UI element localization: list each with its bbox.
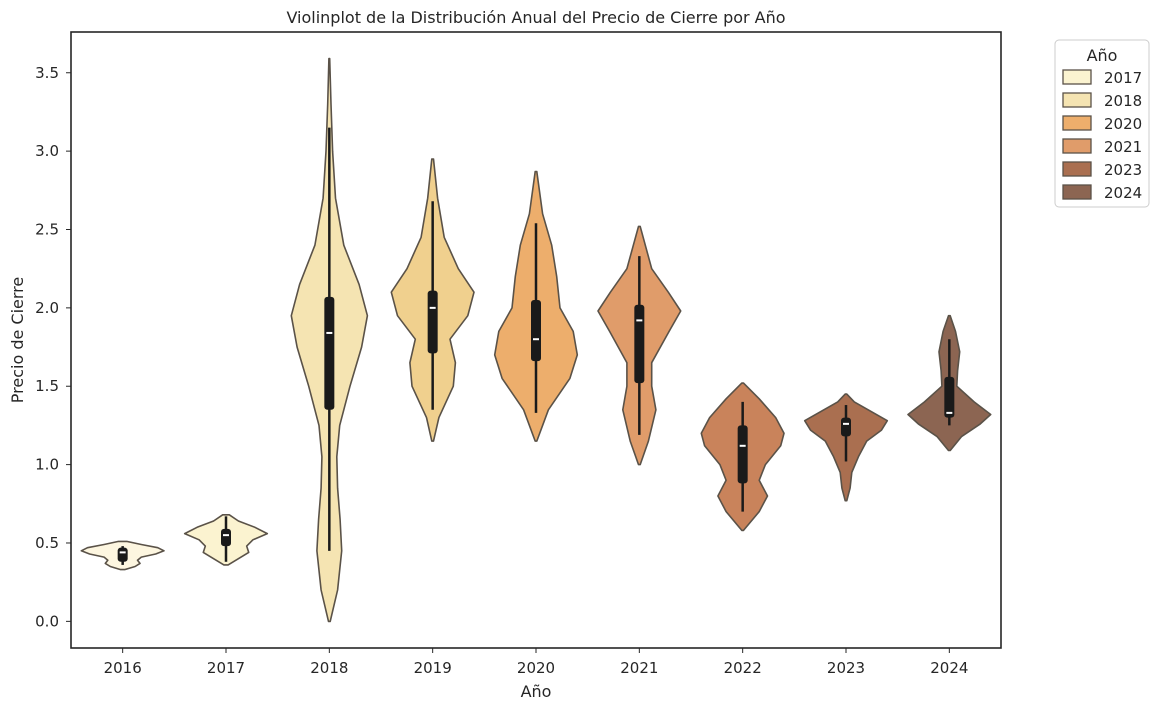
y-tick-label: 1.0 [35, 456, 59, 474]
x-tick-label: 2016 [104, 659, 142, 677]
legend-swatch [1062, 92, 1092, 108]
y-tick-label: 3.0 [35, 142, 59, 160]
violin-2019 [390, 158, 475, 442]
y-tick-label: 2.0 [35, 299, 59, 317]
violin-2016 [80, 540, 165, 571]
legend-swatch [1062, 69, 1092, 85]
violin-2017 [183, 514, 269, 566]
x-tick-label: 2023 [827, 659, 865, 677]
violin-iqr-box [324, 296, 335, 410]
legend-label: 2018 [1104, 92, 1142, 110]
legend-label: 2021 [1104, 138, 1142, 156]
x-tick-label: 2019 [414, 659, 452, 677]
x-tick-label: 2018 [310, 659, 348, 677]
y-axis-label: Precio de Cierre [8, 277, 27, 403]
violin-iqr-box [221, 528, 231, 547]
x-axis-label: Año [521, 682, 552, 701]
legend-swatch [1062, 138, 1092, 154]
y-tick-label: 0.0 [35, 612, 59, 630]
y-axis-ticks: 0.0 0.5 1.0 1.5 2.0 2.5 3.0 3.5 [35, 64, 71, 630]
legend-title: Año [1087, 46, 1118, 65]
legend: Año 2017 2018 2020 2021 2023 2024 [1054, 39, 1150, 208]
x-tick-label: 2021 [620, 659, 658, 677]
legend-label: 2023 [1104, 161, 1142, 179]
x-tick-label: 2017 [207, 659, 245, 677]
violin-2021 [597, 225, 682, 466]
legend-label: 2024 [1104, 184, 1142, 202]
y-tick-label: 0.5 [35, 534, 59, 552]
violin-2022 [700, 382, 785, 532]
violin-iqr-box [117, 547, 128, 562]
y-tick-label: 1.5 [35, 377, 59, 395]
legend-entries: 2017 2018 2020 2021 2023 2024 [1062, 69, 1142, 202]
violin-iqr-box [944, 376, 955, 418]
y-tick-label: 3.5 [35, 64, 59, 82]
y-tick-label: 2.5 [35, 220, 59, 238]
violin-2023 [803, 393, 889, 502]
chart-title: Violinplot de la Distribución Anual del … [286, 8, 785, 27]
violin-2024 [907, 314, 992, 452]
legend-swatch [1062, 161, 1092, 177]
x-tick-label: 2022 [724, 659, 762, 677]
x-axis-ticks: 2016 2017 2018 2019 2020 2021 2022 2023 2024 [104, 648, 968, 677]
violin-iqr-box [531, 300, 541, 362]
legend-label: 2017 [1104, 69, 1142, 87]
violin-iqr-box [737, 425, 748, 484]
legend-swatch [1062, 115, 1092, 131]
violin-2020 [493, 170, 579, 442]
violin-iqr-box [634, 304, 645, 384]
x-tick-label: 2020 [517, 659, 555, 677]
violins-group [80, 57, 992, 623]
x-tick-label: 2024 [930, 659, 968, 677]
violin-2018 [290, 57, 369, 623]
legend-swatch [1062, 184, 1092, 200]
violin-iqr-box [427, 290, 438, 354]
violin-iqr-box [841, 417, 851, 437]
legend-label: 2020 [1104, 115, 1142, 133]
